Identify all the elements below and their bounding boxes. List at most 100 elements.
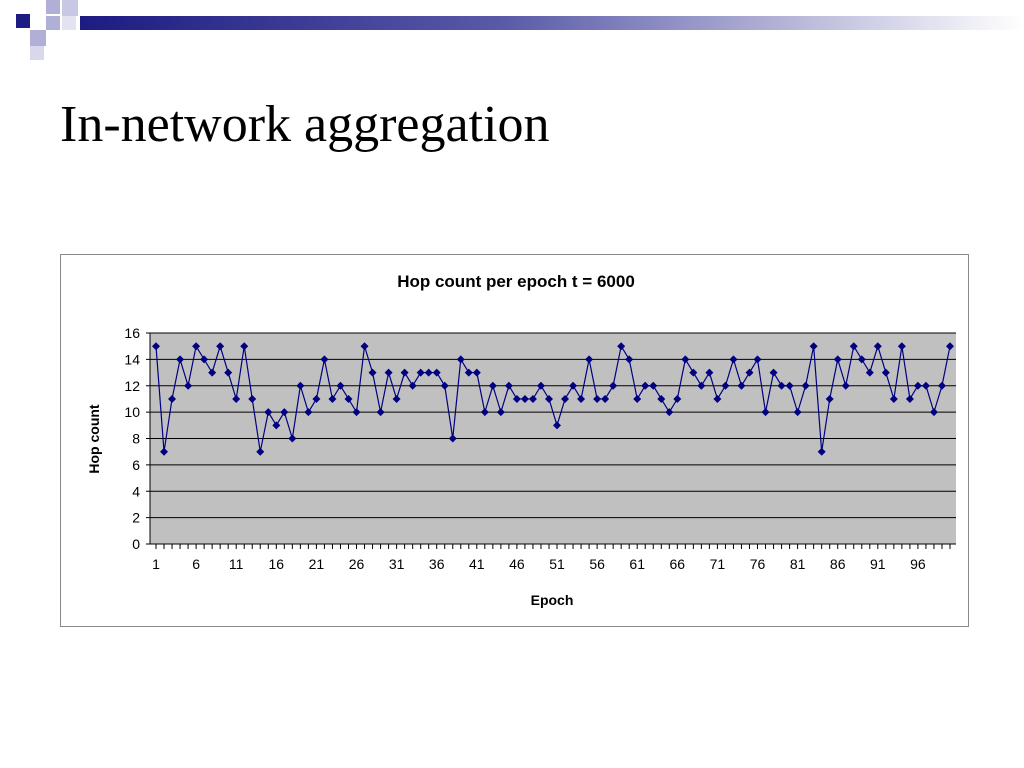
data-point bbox=[801, 381, 810, 390]
deco-square bbox=[62, 0, 78, 16]
data-point bbox=[705, 368, 714, 377]
x-tick-label: 81 bbox=[790, 556, 806, 572]
data-point bbox=[432, 368, 441, 377]
x-tick-label: 6 bbox=[192, 556, 200, 572]
data-point bbox=[280, 408, 289, 417]
data-point bbox=[352, 408, 361, 417]
series-hop-count bbox=[152, 342, 954, 456]
data-point bbox=[577, 394, 586, 403]
data-point bbox=[657, 394, 666, 403]
data-point bbox=[296, 381, 305, 390]
data-point bbox=[184, 381, 193, 390]
data-point bbox=[240, 342, 249, 351]
x-tick-label: 41 bbox=[469, 556, 485, 572]
chart-title: Hop count per epoch t = 6000 bbox=[397, 272, 635, 291]
corner-decoration bbox=[0, 0, 80, 60]
axes bbox=[149, 333, 956, 549]
data-point bbox=[697, 381, 706, 390]
data-point bbox=[665, 408, 674, 417]
data-point bbox=[913, 381, 922, 390]
x-tick-label: 71 bbox=[710, 556, 726, 572]
data-point bbox=[585, 355, 594, 364]
data-point bbox=[320, 355, 329, 364]
data-point bbox=[424, 368, 433, 377]
y-tick-label: 4 bbox=[132, 483, 140, 499]
data-point bbox=[889, 394, 898, 403]
data-point bbox=[793, 408, 802, 417]
data-point bbox=[208, 368, 217, 377]
deco-square bbox=[30, 46, 44, 60]
x-tick-label: 91 bbox=[870, 556, 886, 572]
data-point bbox=[344, 394, 353, 403]
data-point bbox=[593, 394, 602, 403]
data-point bbox=[544, 394, 553, 403]
data-point bbox=[512, 394, 521, 403]
data-point bbox=[472, 368, 481, 377]
data-point bbox=[609, 381, 618, 390]
y-tick-label: 12 bbox=[124, 378, 140, 394]
data-point bbox=[256, 447, 265, 456]
data-point bbox=[897, 342, 906, 351]
hop-count-chart: Hop count per epoch t = 6000 02468101214… bbox=[86, 272, 956, 608]
data-point bbox=[360, 342, 369, 351]
deco-square bbox=[62, 16, 76, 30]
x-tick-label: 11 bbox=[229, 556, 244, 572]
data-point bbox=[833, 355, 842, 364]
data-point bbox=[946, 342, 954, 351]
data-point bbox=[753, 355, 762, 364]
data-point bbox=[456, 355, 465, 364]
data-point bbox=[272, 421, 281, 430]
header-gradient-bar bbox=[80, 16, 1024, 30]
data-point bbox=[536, 381, 545, 390]
x-tick-label: 16 bbox=[269, 556, 285, 572]
x-tick-label: 76 bbox=[750, 556, 766, 572]
y-tick-label: 10 bbox=[124, 404, 140, 420]
data-point bbox=[288, 434, 297, 443]
data-point bbox=[721, 381, 730, 390]
x-tick-label: 31 bbox=[389, 556, 405, 572]
data-point bbox=[336, 381, 345, 390]
x-tick-labels: 1 6 11 16 21 26 31 36 41 46 51 56 61 66 71 76 81 86 91 96 bbox=[152, 556, 926, 572]
data-point bbox=[761, 408, 770, 417]
data-point bbox=[520, 394, 529, 403]
x-tick-label: 21 bbox=[309, 556, 325, 572]
deco-square bbox=[30, 30, 46, 46]
data-point bbox=[232, 394, 241, 403]
data-point bbox=[368, 368, 377, 377]
data-point bbox=[873, 342, 882, 351]
chart-frame: Hop count per epoch t = 6000 0 2 4 6 8 10 12 14… bbox=[60, 254, 969, 627]
data-point bbox=[553, 421, 562, 430]
data-point bbox=[304, 408, 313, 417]
y-tick-label: 14 bbox=[124, 351, 140, 367]
data-point bbox=[649, 381, 658, 390]
x-axis-label: Epoch bbox=[531, 592, 574, 608]
data-point bbox=[681, 355, 690, 364]
data-point bbox=[769, 368, 778, 377]
data-point bbox=[528, 394, 537, 403]
x-tick-label: 86 bbox=[830, 556, 846, 572]
data-point bbox=[176, 355, 185, 364]
data-point bbox=[488, 381, 497, 390]
data-point bbox=[921, 381, 930, 390]
data-point bbox=[200, 355, 209, 364]
data-point bbox=[392, 394, 401, 403]
deco-square bbox=[46, 0, 60, 14]
y-tick-label: 6 bbox=[132, 457, 140, 473]
data-point bbox=[448, 434, 457, 443]
deco-square bbox=[46, 16, 60, 30]
data-point bbox=[480, 408, 489, 417]
data-point bbox=[937, 381, 946, 390]
data-point bbox=[841, 381, 850, 390]
data-point bbox=[625, 355, 634, 364]
data-point bbox=[601, 394, 610, 403]
data-point bbox=[152, 342, 160, 351]
data-point bbox=[641, 381, 650, 390]
x-tick-label: 1 bbox=[152, 556, 160, 572]
data-point bbox=[905, 394, 914, 403]
data-point bbox=[673, 394, 682, 403]
data-point bbox=[729, 355, 738, 364]
x-tick-label: 61 bbox=[629, 556, 645, 572]
data-point bbox=[376, 408, 385, 417]
data-point bbox=[416, 368, 425, 377]
data-point bbox=[713, 394, 722, 403]
